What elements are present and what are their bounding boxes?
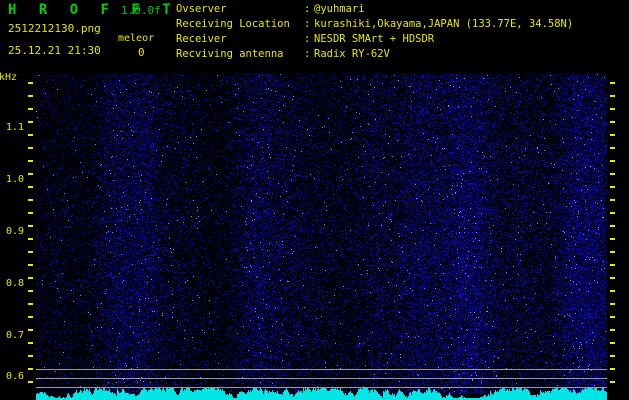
y-tick-mark — [28, 277, 33, 279]
y-tick-mark-right — [610, 277, 615, 279]
y-tick-label: 0.8 — [5, 278, 24, 289]
y-tick-mark-right — [610, 316, 615, 318]
header-panel: H R O F F T 1.0.0f 2512212130.png 25.12.… — [0, 0, 629, 68]
y-tick-label: 0.9 — [5, 226, 24, 237]
y-tick-mark-right — [610, 342, 615, 344]
y-tick-mark-right — [610, 238, 615, 240]
y-tick-mark — [28, 147, 33, 149]
info-value: NESDR SMArt + HDSDR — [314, 33, 435, 45]
y-tick-mark — [28, 303, 33, 305]
y-tick-label: 0.6 — [5, 371, 24, 382]
info-key: Receiving Location — [176, 18, 290, 30]
y-tick-mark-right — [610, 368, 615, 370]
filename-label: 2512212130.png — [8, 22, 101, 35]
y-tick-mark — [28, 251, 33, 253]
y-tick-mark-right — [610, 303, 615, 305]
y-tick-mark — [28, 212, 33, 214]
waterfall-area — [36, 74, 607, 400]
info-row: Recviving antenna: Radix RY-62V — [176, 47, 573, 62]
info-value: Radix RY-62V — [314, 48, 390, 60]
y-tick-label: 1.0 — [5, 174, 24, 185]
y-tick-label: 1.1 — [5, 122, 24, 133]
info-colon: : — [304, 18, 311, 30]
y-tick-mark-right — [610, 95, 615, 97]
y-tick-mark-right — [610, 251, 615, 253]
y-tick-mark — [28, 82, 33, 84]
info-row: Receiver: NESDR SMArt + HDSDR — [176, 32, 573, 47]
datetime-label: 25.12.21 21:30 — [8, 44, 101, 57]
y-tick-mark-right — [610, 199, 615, 201]
spectrogram-canvas — [36, 74, 607, 400]
y-tick-mark-right — [610, 134, 615, 136]
info-value: @yuhmari — [314, 3, 365, 15]
y-axis-unit-label: kHz — [0, 72, 18, 83]
y-tick-mark — [28, 95, 33, 97]
y-tick-mark — [28, 199, 33, 201]
spectrogram-plot: kHz 1.11.00.90.80.70.6 21312132213321342… — [0, 68, 629, 400]
y-tick-mark-right — [610, 82, 615, 84]
y-tick-mark-right — [610, 355, 615, 357]
info-key: Receiver — [176, 33, 227, 45]
y-tick-mark-right — [610, 173, 615, 175]
info-key: Recviving antenna — [176, 48, 284, 60]
y-tick-mark — [28, 108, 33, 110]
y-tick-mark — [28, 173, 33, 175]
y-tick-mark — [28, 186, 33, 188]
y-tick-mark — [28, 368, 33, 370]
app-version: 1.0.0f — [121, 4, 161, 17]
y-tick-label: 0.7 — [5, 330, 24, 341]
y-tick-mark — [28, 134, 33, 136]
y-tick-mark-right — [610, 121, 615, 123]
y-tick-mark-right — [610, 147, 615, 149]
y-tick-mark — [28, 329, 33, 331]
y-tick-mark — [28, 238, 33, 240]
info-colon: : — [304, 3, 311, 15]
y-tick-mark — [28, 290, 33, 292]
y-tick-mark-right — [610, 212, 615, 214]
y-tick-mark — [28, 264, 33, 266]
y-tick-mark-right — [610, 381, 615, 383]
y-tick-mark-right — [610, 108, 615, 110]
y-tick-mark — [28, 121, 33, 123]
y-tick-mark — [28, 342, 33, 344]
y-tick-mark — [28, 316, 33, 318]
meteor-count-label: meleor — [118, 33, 155, 44]
y-tick-mark-right — [610, 290, 615, 292]
app-logo: H R O F F T — [8, 2, 178, 18]
y-tick-mark-right — [610, 329, 615, 331]
info-value: kurashiki,Okayama,JAPAN (133.77E, 34.58N… — [314, 18, 574, 30]
info-row: Receiving Location: kurashiki,Okayama,JAP… — [176, 17, 573, 32]
y-tick-mark — [28, 160, 33, 162]
y-tick-mark-right — [610, 264, 615, 266]
info-colon: : — [304, 48, 311, 60]
info-row: Ovserver: @yuhmari — [176, 2, 573, 17]
info-key: Ovserver — [176, 3, 227, 15]
y-tick-mark — [28, 225, 33, 227]
y-tick-mark — [28, 355, 33, 357]
y-tick-mark-right — [610, 225, 615, 227]
y-tick-mark-right — [610, 186, 615, 188]
y-tick-mark-right — [610, 160, 615, 162]
y-tick-mark — [28, 381, 33, 383]
station-info-block: Ovserver: @yuhmari Receiving Location: kur… — [176, 2, 573, 62]
meteor-count-value: 0 — [138, 46, 145, 59]
info-colon: : — [304, 33, 311, 45]
